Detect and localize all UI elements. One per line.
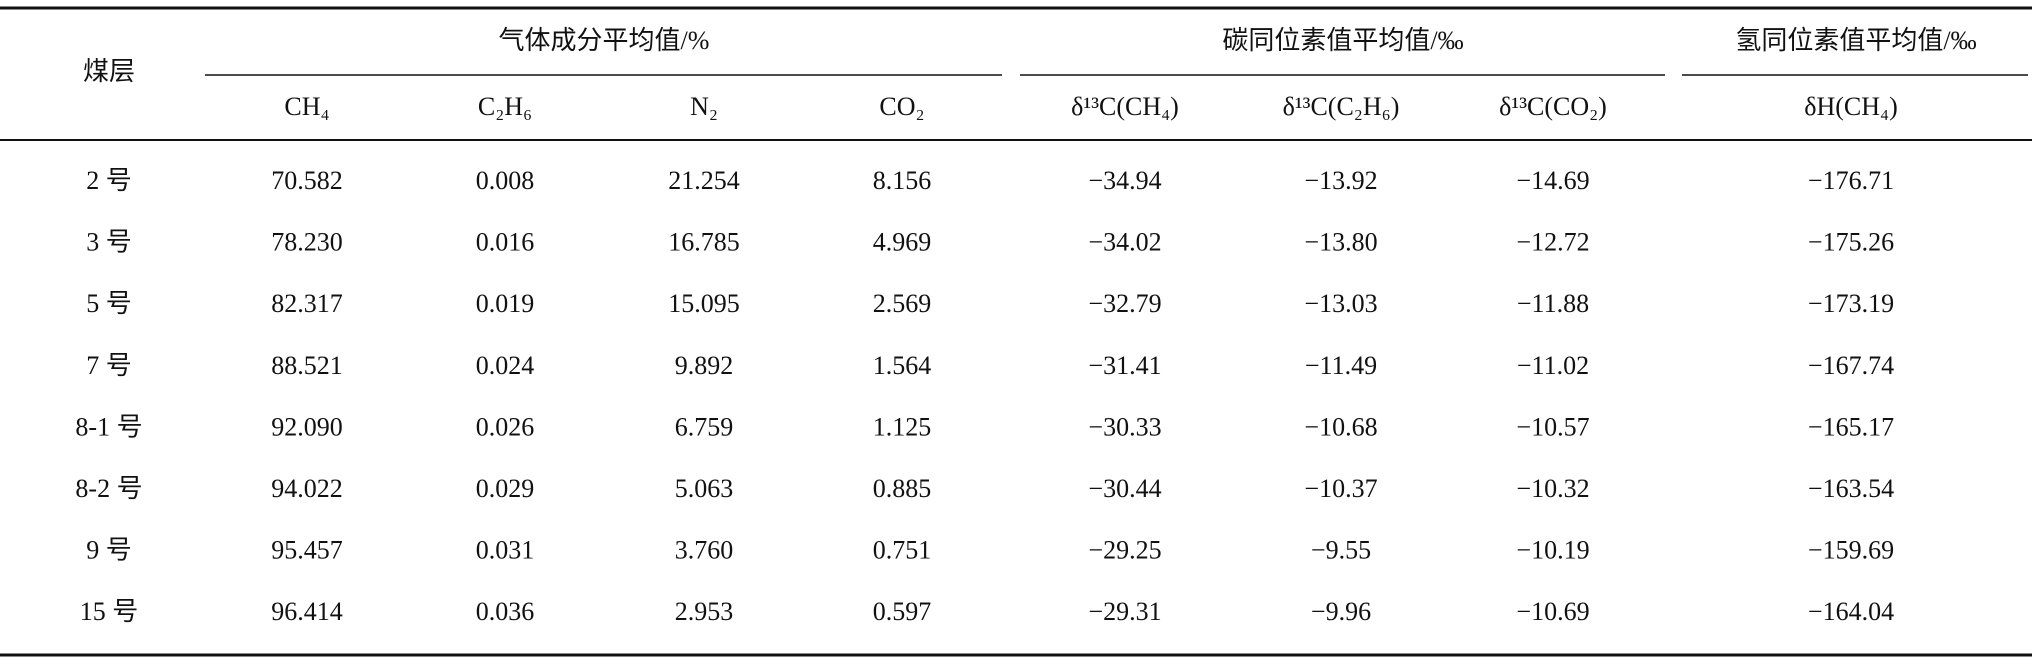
cell: 70.582 — [271, 166, 343, 195]
cell: 0.597 — [873, 597, 932, 626]
group-title: 碳同位素值平均值/‰ — [1222, 26, 1463, 55]
row-label: 5 号 — [86, 289, 132, 318]
cell: 94.022 — [271, 474, 343, 503]
cell: −163.54 — [1808, 474, 1894, 503]
cell: −30.33 — [1088, 412, 1161, 441]
column-header: CH₄ — [284, 92, 329, 121]
column-header: C₂H₆ — [478, 92, 532, 121]
cell: 92.090 — [271, 412, 343, 441]
cell: −159.69 — [1808, 536, 1894, 565]
cell: 16.785 — [668, 228, 740, 257]
cell: −11.49 — [1305, 351, 1377, 380]
cell: −34.02 — [1088, 228, 1161, 257]
cell: 0.031 — [476, 536, 535, 565]
cell: 0.751 — [873, 536, 932, 565]
cell: −173.19 — [1808, 289, 1894, 318]
cell: −29.31 — [1088, 597, 1161, 626]
group-title: 氢同位素值平均值/‰ — [1735, 26, 1976, 55]
cell: −176.71 — [1808, 166, 1894, 195]
cell: −10.68 — [1304, 412, 1377, 441]
row-header: 煤层 — [83, 57, 135, 86]
cell: −30.44 — [1088, 474, 1161, 503]
cell: 0.008 — [476, 166, 535, 195]
cell: −10.37 — [1304, 474, 1377, 503]
cell: −10.57 — [1516, 412, 1589, 441]
cell: 88.521 — [271, 351, 343, 380]
cell: −13.03 — [1304, 289, 1377, 318]
cell: −13.80 — [1304, 228, 1377, 257]
column-header: δ¹³C(CH₄) — [1071, 92, 1179, 121]
cell: 2.569 — [873, 289, 932, 318]
cell: −165.17 — [1808, 412, 1894, 441]
cell: −9.55 — [1311, 536, 1371, 565]
row-label: 7 号 — [86, 351, 132, 380]
column-header: N₂ — [690, 92, 718, 121]
cell: −10.69 — [1516, 597, 1589, 626]
cell: 96.414 — [271, 597, 343, 626]
cell: 0.019 — [476, 289, 535, 318]
column-header: δ¹³C(CO₂) — [1499, 92, 1607, 121]
cell: 0.885 — [873, 474, 932, 503]
column-header: δ¹³C(C₂H₆) — [1283, 92, 1400, 121]
cell: −10.19 — [1516, 536, 1589, 565]
cell: −11.02 — [1517, 351, 1589, 380]
cell: −175.26 — [1808, 228, 1894, 257]
cell: 0.026 — [476, 412, 535, 441]
cell: 5.063 — [675, 474, 734, 503]
cell: −14.69 — [1516, 166, 1589, 195]
column-header: δH(CH₄) — [1804, 92, 1898, 121]
cell: 15.095 — [668, 289, 740, 318]
cell: −13.92 — [1304, 166, 1377, 195]
cell: 21.254 — [668, 166, 740, 195]
cell: 95.457 — [271, 536, 343, 565]
cell: 6.759 — [675, 412, 734, 441]
cell: −9.96 — [1311, 597, 1371, 626]
cell: 78.230 — [271, 228, 343, 257]
cell: −32.79 — [1088, 289, 1161, 318]
cell: 1.564 — [873, 351, 932, 380]
cell: 8.156 — [873, 166, 932, 195]
cell: 0.036 — [476, 597, 535, 626]
cell: 1.125 — [873, 412, 932, 441]
cell: −167.74 — [1808, 351, 1894, 380]
cell: 0.024 — [476, 351, 535, 380]
row-label: 2 号 — [86, 166, 132, 195]
cell: 2.953 — [675, 597, 734, 626]
cell: −164.04 — [1808, 597, 1894, 626]
cell: 0.016 — [476, 228, 535, 257]
cell: −12.72 — [1516, 228, 1589, 257]
cell: 3.760 — [675, 536, 734, 565]
row-label: 8-1 号 — [75, 412, 142, 441]
row-label: 8-2 号 — [75, 474, 142, 503]
group-title: 气体成分平均值/% — [499, 26, 710, 55]
row-label: 15 号 — [80, 597, 139, 626]
cell: 0.029 — [476, 474, 535, 503]
row-label: 3 号 — [86, 228, 132, 257]
cell: −31.41 — [1088, 351, 1161, 380]
column-header: CO₂ — [879, 92, 924, 121]
cell: 4.969 — [873, 228, 932, 257]
row-label: 9 号 — [86, 536, 132, 565]
cell: −34.94 — [1088, 166, 1161, 195]
cell: −10.32 — [1516, 474, 1589, 503]
cell: 9.892 — [675, 351, 734, 380]
cell: −11.88 — [1517, 289, 1589, 318]
cell: 82.317 — [271, 289, 343, 318]
cell: −29.25 — [1088, 536, 1161, 565]
